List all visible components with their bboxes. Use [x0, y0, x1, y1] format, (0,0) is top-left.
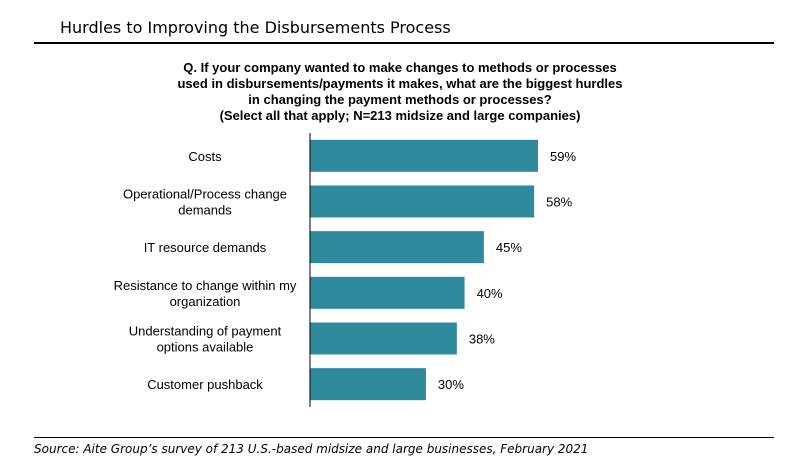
- source-note: Source: Aite Group’s survey of 213 U.S.-…: [34, 442, 589, 456]
- source-divider: [34, 437, 774, 438]
- question-line-4: (Select all that apply; N=213 midsize an…: [219, 108, 581, 123]
- value-label-4: 38%: [469, 332, 495, 347]
- category-label-line: demands: [178, 203, 232, 218]
- category-label-0: Costs: [188, 149, 222, 164]
- category-label-line: IT resource demands: [144, 240, 267, 255]
- category-label-5: Customer pushback: [147, 377, 263, 392]
- category-label-line: Customer pushback: [147, 377, 263, 392]
- question-line-3: in changing the payment methods or proce…: [248, 92, 552, 107]
- bar-3: [310, 276, 465, 309]
- value-label-0: 59%: [550, 149, 576, 164]
- category-label-1: Operational/Process change demands: [123, 187, 287, 218]
- value-label-3: 40%: [477, 286, 503, 301]
- survey-question: Q. If your company wanted to make change…: [100, 60, 700, 124]
- value-label-5: 30%: [438, 377, 464, 392]
- category-label-4: Understanding of payment options availabl…: [129, 324, 282, 355]
- title-underline: [34, 42, 774, 44]
- bar-1: [310, 185, 535, 218]
- category-label-3: Resistance to change within my organizati…: [114, 278, 297, 309]
- category-label-line: options available: [157, 340, 254, 355]
- category-label-line: Understanding of payment: [129, 324, 282, 339]
- category-label-2: IT resource demands: [144, 240, 267, 255]
- value-label-1: 58%: [546, 195, 572, 210]
- bar-5: [310, 368, 426, 401]
- bar-2: [310, 231, 484, 264]
- category-label-line: organization: [170, 294, 241, 309]
- category-label-line: Resistance to change within my: [114, 278, 297, 293]
- bar-4: [310, 322, 457, 355]
- value-label-2: 45%: [496, 240, 522, 255]
- category-label-line: Costs: [188, 149, 222, 164]
- bar-0: [310, 139, 538, 172]
- category-label-line: Operational/Process change: [123, 187, 287, 202]
- chart-title: Hurdles to Improving the Disbursements P…: [60, 18, 451, 37]
- question-line-2: used in disbursements/payments it makes,…: [177, 76, 623, 91]
- question-line-1: Q. If your company wanted to make change…: [183, 60, 617, 75]
